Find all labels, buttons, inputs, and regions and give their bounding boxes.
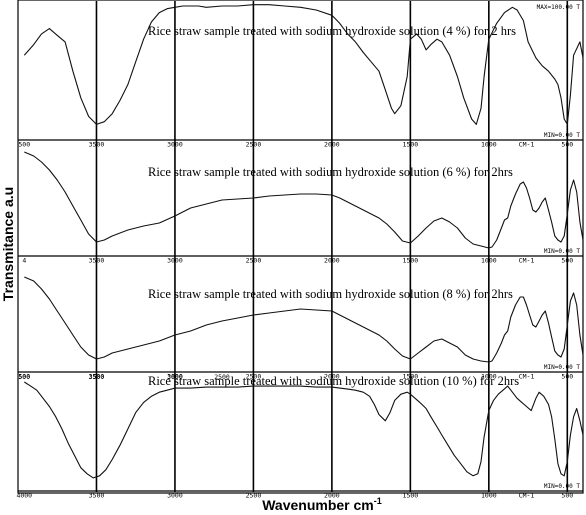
panel-1-tick-label: 500 — [18, 141, 30, 149]
panel-1-tick-label: 500 — [561, 141, 573, 149]
panel-1-tick-label: 1500 — [403, 141, 419, 149]
panel-4-top-tick-label: 500 — [18, 373, 30, 381]
panel-4-min-label: MIN=0.00 T — [544, 483, 581, 490]
panel-4-spectrum-line — [23, 381, 584, 479]
panel-2-tick-label: 2000 — [324, 257, 340, 265]
panel-4-tick-label: 2500 — [246, 492, 262, 500]
panel-3: Rice straw sample treated with sodium hy… — [18, 276, 584, 381]
panel-3-tick-label: 2000 — [324, 373, 340, 381]
panel-3-tick-label: 1000 — [481, 373, 497, 381]
panel-4-tick-label: 3500 — [89, 492, 105, 500]
panel-2-title: Rice straw sample treated with sodium hy… — [148, 165, 513, 179]
panel-4-tick-label: 4000 — [16, 492, 32, 500]
panel-4-tick-label: CM-1 — [519, 492, 535, 500]
panel-3-tick-label: 3000 — [167, 373, 183, 381]
panel-1: Rice straw sample treated with sodium hy… — [18, 4, 584, 149]
spectra-panels: Rice straw sample treated with sodium hy… — [16, 4, 584, 500]
panel-4-top-tick-label: 3000 — [167, 373, 183, 381]
panel-4-title: Rice straw sample treated with sodium hy… — [148, 374, 519, 388]
panel-3-tick-label: 3500 — [89, 373, 105, 381]
x-axis-title: Wavenumber cm-1 — [262, 496, 382, 513]
panel-4-tick-label: 1500 — [403, 492, 419, 500]
panel-4: Rice straw sample treated with sodium hy… — [16, 373, 584, 500]
panel-1-tick-label: 3500 — [89, 141, 105, 149]
panel-2-tick-label: 4 — [22, 257, 26, 265]
panel-1-tick-label: 2000 — [324, 141, 340, 149]
panel-2-tick-label: CM-1 — [519, 257, 535, 265]
panel-1-tick-label: 1000 — [481, 141, 497, 149]
panel-2-spectrum-line — [24, 151, 584, 249]
panel-1-max-label: MAX=100.00 T — [537, 4, 581, 11]
panel-4-top-tick-label: 3500 — [89, 373, 105, 381]
panel-2-tick-label: 1000 — [481, 257, 497, 265]
x-axis-title-text: Wavenumber cm — [262, 497, 374, 513]
panel-3-tick-label: 1500 — [403, 373, 419, 381]
x-axis-title-superscript: -1 — [374, 496, 382, 506]
panel-3-tick-label: CM-1 — [519, 373, 535, 381]
panel-1-tick-label: CM-1 — [519, 141, 535, 149]
panel-2-tick-label: 3500 — [89, 257, 105, 265]
panel-2-tick-label: 500 — [561, 257, 573, 265]
panel-3-tick-label: 500 — [561, 373, 573, 381]
panel-4-top-tick-label: 2500 — [214, 373, 230, 381]
y-axis-title: Transmitance a.u — [0, 187, 16, 301]
panel-2-tick-label: 2500 — [246, 257, 262, 265]
panel-1-tick-label: 3000 — [167, 141, 183, 149]
panel-1-min-label: MIN=0.00 T — [544, 132, 581, 139]
plot-frame — [17, 0, 584, 494]
panel-1-tick-label: 2500 — [246, 141, 262, 149]
panel-2-tick-label: 3000 — [167, 257, 183, 265]
panel-2-tick-label: 1500 — [403, 257, 419, 265]
panel-4-tick-label: 2000 — [324, 492, 340, 500]
panel-4-tick-label: 3000 — [167, 492, 183, 500]
panel-3-spectrum-line — [24, 276, 584, 363]
panel-3-min-label: MIN=0.00 T — [544, 364, 581, 371]
panel-3-tick-label: 500 — [18, 373, 30, 381]
panel-3-tick-label: 2500 — [246, 373, 262, 381]
panel-1-title: Rice straw sample treated with sodium hy… — [148, 24, 516, 38]
panel-2-min-label: MIN=0.00 T — [544, 248, 581, 255]
panel-4-tick-label: 1000 — [481, 492, 497, 500]
panel-4-tick-label: 500 — [561, 492, 573, 500]
panel-1-spectrum-line — [23, 4, 584, 125]
panel-2: Rice straw sample treated with sodium hy… — [18, 151, 584, 265]
panel-3-title: Rice straw sample treated with sodium hy… — [148, 287, 513, 301]
